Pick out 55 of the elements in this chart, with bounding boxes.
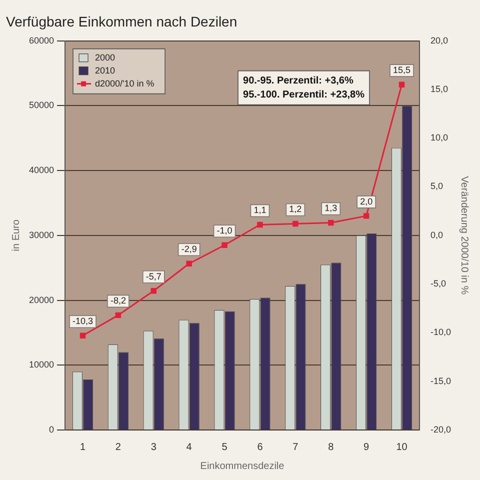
x-tick-label: 9 xyxy=(364,442,370,453)
data-label: -10,3 xyxy=(72,316,94,326)
data-label: 2,0 xyxy=(360,196,373,206)
point xyxy=(292,220,298,227)
y2-tick-label: -10,0 xyxy=(430,327,451,338)
y2-tick-label: -20,0 xyxy=(430,424,451,434)
x-tick-label: 5 xyxy=(222,442,228,453)
x-axis-title: Einkommensdezile xyxy=(200,460,285,472)
y2-axis-title: Veränderung 2000/10 in % xyxy=(458,176,470,295)
data-label: -5,7 xyxy=(146,271,162,282)
data-label: -2,9 xyxy=(181,244,197,254)
chart-title: Verfügbare Einkommen nach Dezilen xyxy=(6,13,238,30)
x-tick-label: 4 xyxy=(186,442,192,453)
point xyxy=(328,220,334,226)
y-tick-label: 20000 xyxy=(28,294,54,305)
x-tick-label: 6 xyxy=(257,442,264,453)
legend-label: 2000 xyxy=(95,52,116,62)
data-label: -8,2 xyxy=(110,296,126,306)
x-tick-label: 3 xyxy=(150,442,157,453)
x-tick-label: 1 xyxy=(80,442,86,453)
data-label: 1,3 xyxy=(324,203,338,214)
point xyxy=(115,312,122,318)
y2-tick-label: 0,0 xyxy=(430,230,443,240)
y-tick-label: 10000 xyxy=(28,360,54,370)
y-tick-label: 0 xyxy=(49,424,54,434)
point xyxy=(150,288,157,294)
data-label: -1,0 xyxy=(216,226,232,236)
y-tick-label: 30000 xyxy=(28,230,54,240)
annotation: 95.-100. Perzentil: +23,8% xyxy=(243,90,365,101)
annotation: 90.-95. Perzentil: +3,6% xyxy=(243,76,354,87)
data-label: 1,2 xyxy=(289,204,302,214)
legend-label: d2000/'10 in % xyxy=(95,78,154,88)
x-tick-label: 10 xyxy=(396,442,408,453)
data-label: 1,1 xyxy=(254,205,266,216)
y2-tick-label: 5,0 xyxy=(430,181,443,192)
point xyxy=(80,332,86,338)
point xyxy=(186,260,192,266)
y2-tick-label: 10,0 xyxy=(430,132,448,143)
point xyxy=(257,222,263,228)
y2-tick-label: 20,0 xyxy=(430,35,448,46)
x-tick-label: 8 xyxy=(328,442,334,453)
data-label: 15,5 xyxy=(393,65,411,76)
y-axis-title: in Euro xyxy=(10,219,22,252)
legend-label: 2010 xyxy=(95,65,116,76)
point xyxy=(398,82,405,88)
y-tick-label: 60000 xyxy=(28,35,54,46)
y2-tick-label: -5,0 xyxy=(430,278,446,289)
y-tick-label: 50000 xyxy=(28,100,54,110)
y2-tick-label: -15,0 xyxy=(430,376,451,386)
point xyxy=(363,213,370,219)
y-tick-label: 40000 xyxy=(28,165,54,176)
point xyxy=(222,242,228,248)
y2-tick-label: 15,0 xyxy=(430,84,448,94)
x-tick-label: 2 xyxy=(115,442,122,453)
x-tick-label: 7 xyxy=(292,442,299,453)
